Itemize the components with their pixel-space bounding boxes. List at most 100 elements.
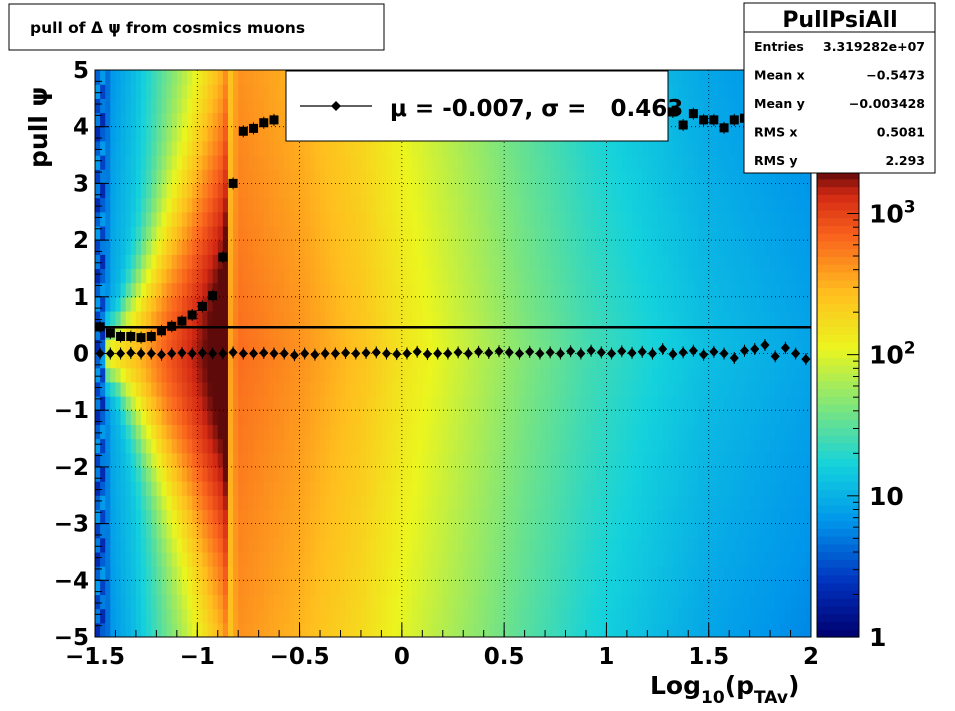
heatmap-cell [120,594,127,610]
heatmap-cell [181,580,188,596]
heatmap-cell [366,424,372,440]
heatmap-cell [514,622,521,637]
heatmap-cell [468,580,475,596]
heatmap-cell [642,367,648,383]
heatmap-cell [493,410,500,425]
heatmap-cell [304,381,311,397]
heatmap-cell [207,466,214,482]
heatmap-cell [688,112,694,128]
heatmap-cell [130,268,137,284]
heatmap-cell [596,183,602,199]
heatmap-cell [279,240,285,255]
heatmap-cell [468,140,475,156]
heatmap-cell [248,112,255,128]
heatmap-cell [309,481,316,496]
heatmap-cell [325,495,331,511]
heatmap-cell [309,169,316,184]
heatmap-cell [483,381,490,397]
heatmap-cell [575,339,582,355]
heatmap-cell [233,353,239,369]
heatmap-cell [304,566,311,581]
heatmap-cell [499,537,505,553]
heatmap-cell [458,225,464,241]
heatmap-cell [120,566,127,581]
heatmap-cell [345,183,352,199]
heatmap-cell [647,183,654,199]
heatmap-cell [176,268,183,284]
heatmap-cell [396,325,403,340]
heatmap-cell [258,424,265,440]
heatmap-cell [227,325,234,340]
heatmap-cell [335,537,342,553]
heatmap-cell [304,339,311,355]
heatmap-cell [534,169,541,184]
heatmap-cell [662,594,669,610]
heatmap-cell [268,566,275,581]
heatmap-cell [729,353,735,369]
heatmap-cell [550,551,556,567]
heatmap-cell [683,622,689,637]
heatmap-cell [672,367,679,383]
heatmap-cell [626,339,633,355]
heatmap-cell [360,424,367,440]
heatmap-cell [718,523,725,539]
heatmap-cell [238,225,244,241]
heatmap-cell [151,282,157,298]
heatmap-cell [504,481,510,496]
heatmap-cell [606,509,613,525]
heatmap-cell [657,594,664,610]
heatmap-cell [509,169,515,184]
heatmap-cell [263,523,270,539]
heatmap-cell [708,367,715,383]
heatmap-cell [401,296,408,312]
heatmap-cell [524,268,531,284]
heatmap-cell [360,296,367,312]
heatmap-cell [294,155,301,170]
heatmap-cell [453,608,459,624]
heatmap-cell [585,197,592,213]
heatmap-cell [355,325,362,340]
heatmap-cell [698,70,705,85]
heatmap-cell [672,594,679,610]
heatmap-cell [274,98,280,114]
heatmap-cell [453,310,459,326]
heatmap-cell [678,452,684,468]
heatmap-cell [171,537,178,553]
heatmap-cell [555,594,561,610]
heatmap-cell [626,282,633,298]
heatmap-cell [253,608,260,624]
heatmap-cell [412,183,418,199]
heatmap-cell [325,225,331,241]
heatmap-cell [468,155,475,170]
heatmap-cell [125,580,132,596]
heatmap-cell [166,84,173,99]
heatmap-cell [391,240,398,255]
heatmap-cell [105,509,111,525]
heatmap-cell [412,240,418,255]
heatmap-cell [693,254,700,270]
heatmap-cell [381,622,388,637]
heatmap-cell [289,211,296,227]
heatmap-cell [493,481,500,496]
heatmap-cell [294,211,301,227]
heatmap-cell [601,523,608,539]
heatmap-cell [519,225,526,241]
heatmap-cell [151,622,157,637]
heatmap-cell [381,594,388,610]
heatmap-cell [713,296,720,312]
heatmap-cell [176,126,183,142]
heatmap-cell [591,325,597,340]
heatmap-cell [202,396,209,411]
heatmap-cell [729,481,735,496]
heatmap-cell [570,211,577,227]
heatmap-cell [412,140,418,156]
heatmap-cell [499,325,505,340]
heatmap-cell [616,509,623,525]
heatmap-cell [335,367,342,383]
heatmap-cell [422,509,429,525]
heatmap-cell [330,424,336,440]
heatmap-cell [135,211,142,227]
heatmap-cell [621,240,628,255]
heatmap-cell [309,211,316,227]
heatmap-cell [672,438,679,454]
